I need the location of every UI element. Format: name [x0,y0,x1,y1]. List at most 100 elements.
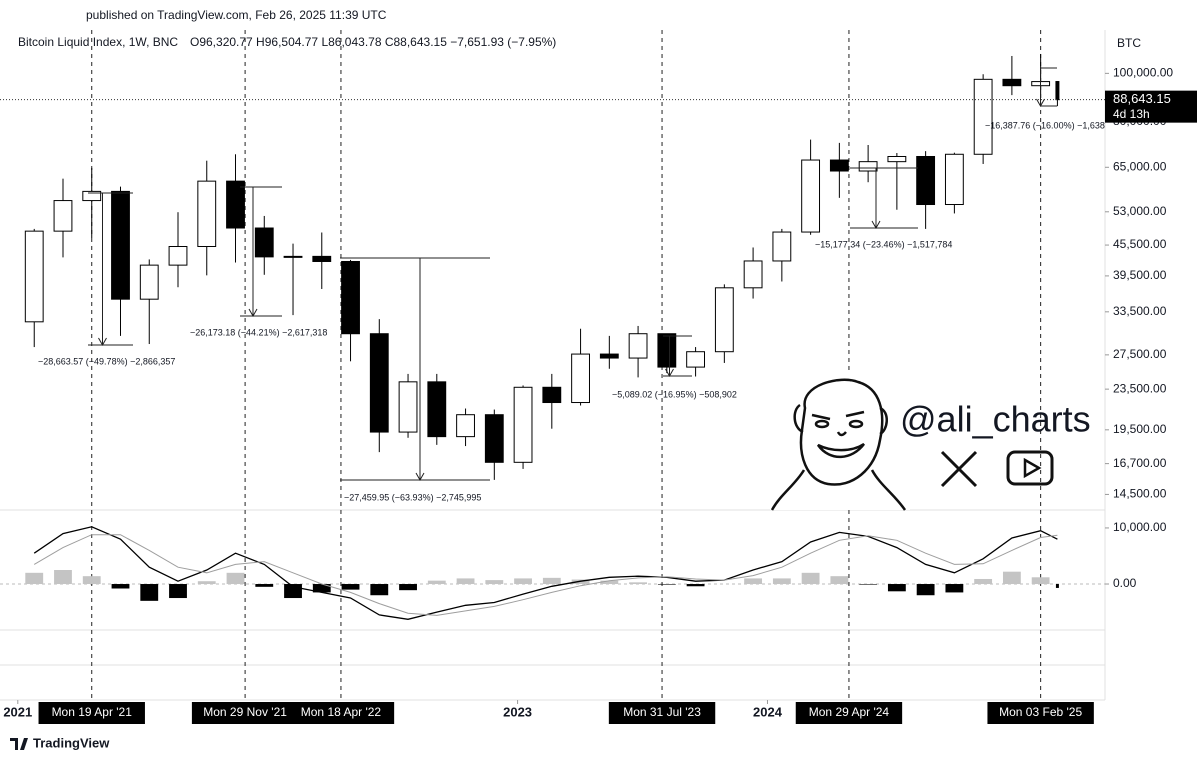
video-icon [1006,450,1054,486]
histogram-bar [916,584,935,596]
y-tick-label: 10,000.00 [1113,520,1167,534]
histogram-bar [686,584,705,587]
x-tick-label: 2024 [753,704,783,719]
histogram-bar [1002,571,1021,585]
candle-body [829,159,849,172]
histogram-bar [399,584,417,591]
candle-body [743,260,763,289]
footer-logo: TradingView [10,735,110,750]
last-price-label: 88,643.15 [1113,91,1171,106]
histogram-bar [197,581,216,585]
last-price-tag [1105,90,1197,123]
marker-label-bg [608,702,716,724]
candle-body [254,227,274,258]
histogram-bar [456,578,475,585]
x-tick-label: Mon 19 Apr '21 [52,705,133,719]
candle-body [513,386,533,463]
marker-label-bg [987,702,1094,724]
measure-label: −28,663.57 (−49.78%) −2,866,357 [38,356,175,366]
histogram-bar [169,584,187,599]
histogram-bar [801,572,820,585]
y-tick-label: 0.00 [1113,576,1137,590]
chart-title: Bitcoin Liquid Index, 1W, BNC [18,35,178,49]
histogram-bar [514,578,532,585]
candle-body [139,264,159,300]
candle-body [226,180,245,229]
measure-label: −16,387.76 (−16.00%) −1,638 [985,120,1105,130]
measure-arrowhead [98,337,107,347]
y-tick-label: 33,500.00 [1113,304,1167,318]
histogram-bar [629,582,647,585]
histogram-bar [657,584,676,585]
histogram-bar [255,584,274,587]
candle-body [628,333,648,359]
plot: 100,000.0080,000.0065,000.0053,000.0045,… [0,30,1197,724]
candle-body [1055,81,1060,101]
y-tick-label: 45,500.00 [1113,237,1167,251]
x-tick-label: Mon 18 Apr '22 [301,705,382,719]
histogram-bar [1055,584,1059,588]
countdown: 4d 13h [1113,107,1150,121]
x-tick-label: Mon 29 Nov '21 [203,705,287,719]
indicator-line [33,526,1058,620]
ohlc-summary: O96,320.77 H96,504.77 L86,043.78 C88,643… [190,35,556,49]
x-tick-label: 2021 [3,704,32,719]
histogram-bar [370,584,389,596]
measure-label: −5,089.02 (−16.95%) −508,902 [612,389,737,399]
y-tick-label: 23,500.00 [1113,381,1167,395]
candle-body [1002,78,1022,87]
histogram-bar [887,584,906,592]
candle-body [82,190,102,202]
candle-body [456,414,475,438]
histogram-bar [427,580,446,585]
candle-body [283,255,303,258]
y-tick-label: 27,500.00 [1113,347,1167,361]
histogram-bar [54,570,72,585]
marker-label-bg [287,702,395,724]
candle-body [801,159,821,233]
y-tick-label: 100,000.00 [1113,66,1173,80]
measure-arrowhead [415,472,425,482]
histogram-bar [600,580,619,585]
candle-body [369,333,389,433]
candle-body [484,414,504,463]
indicator-line [33,534,1058,616]
candle-body [858,161,878,172]
candle-body [53,200,73,232]
histogram-bar [744,578,763,585]
histogram-bar [485,580,504,585]
histogram-bar [772,578,791,585]
y-tick-label: 53,000.00 [1113,204,1167,218]
marker-label-bg [191,702,299,724]
measure-arrowhead [871,220,881,230]
y-tick-label: 39,500.00 [1113,268,1167,282]
candle-body [916,155,936,206]
candle-body [944,153,964,206]
measure-arrowhead [665,368,674,378]
marker-label-bg [795,702,903,724]
social-icons [940,450,1054,488]
x-tick-label: Mon 31 Jul '23 [623,705,701,719]
footer-brand: TradingView [33,735,110,750]
y-tick-label: 16,700.00 [1113,456,1167,470]
candle-body [111,190,130,300]
candle-body [542,386,562,404]
published-note: published on TradingView.com, Feb 26, 20… [86,8,387,22]
y-tick-label: 14,500.00 [1113,487,1167,501]
candle-body [427,381,447,438]
measure-arrowhead [248,308,258,318]
candle-body [599,353,619,359]
histogram-bar [945,584,964,593]
avatar [770,372,910,511]
histogram-bar [1031,577,1050,585]
candle-body [398,381,418,433]
histogram-bar [341,584,360,590]
histogram-bar [25,572,44,585]
candle-body [24,230,44,323]
candle-body [197,180,217,248]
candle-body [973,78,993,155]
measure-label: −26,173.18 (−44.21%) −2,617,318 [190,327,327,337]
y-tick-label: 19,500.00 [1113,422,1167,436]
measure-label: −27,459.95 (−63.93%) −2,745,995 [344,492,481,502]
